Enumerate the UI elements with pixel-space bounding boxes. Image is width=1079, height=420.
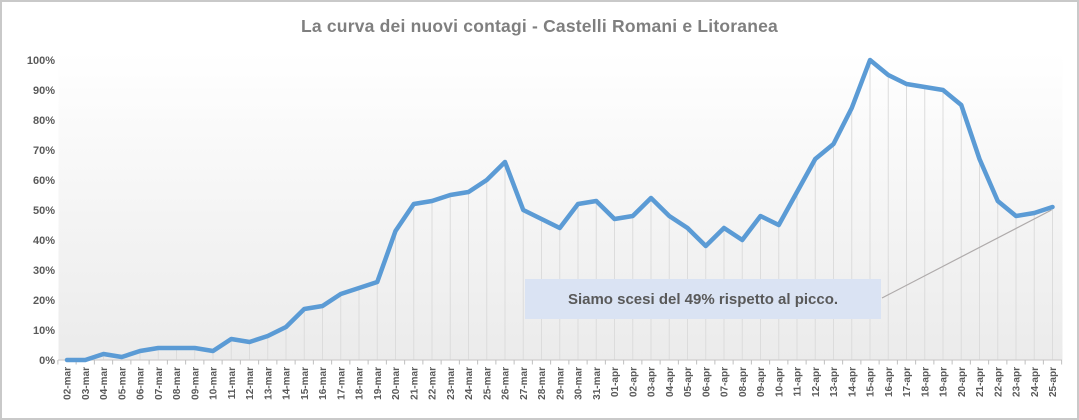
svg-text:06-apr: 06-apr (701, 367, 712, 397)
y-axis-labels: 0% 10% 20% 30% 40% 50% 60% 70% 80% 90% 100% (27, 55, 55, 367)
svg-text:23-apr: 23-apr (1012, 367, 1023, 397)
drop-lines (66, 60, 1053, 360)
svg-text:05-apr: 05-apr (683, 367, 694, 397)
svg-text:25-mar: 25-mar (482, 367, 493, 400)
svg-text:20-apr: 20-apr (957, 367, 968, 397)
svg-text:17-apr: 17-apr (902, 367, 913, 397)
data-series-line (64, 57, 1055, 363)
svg-text:03-apr: 03-apr (647, 367, 658, 397)
svg-text:11-mar: 11-mar (227, 367, 238, 399)
svg-text:23-mar: 23-mar (446, 367, 457, 400)
svg-text:07-mar: 07-mar (154, 367, 165, 400)
svg-text:18-apr: 18-apr (920, 367, 931, 397)
svg-text:26-mar: 26-mar (501, 367, 512, 400)
chart-title: La curva dei nuovi contagi - Castelli Ro… (300, 16, 778, 36)
svg-text:04-apr: 04-apr (665, 367, 676, 397)
svg-text:27-mar: 27-mar (519, 367, 530, 400)
svg-text:08-apr: 08-apr (738, 367, 749, 397)
svg-text:21-mar: 21-mar (409, 367, 420, 400)
svg-text:31-mar: 31-mar (592, 367, 603, 400)
svg-text:13-mar: 13-mar (263, 367, 274, 400)
svg-text:20-mar: 20-mar (391, 367, 402, 400)
x-axis-labels: 02-mar 03-mar 04-mar 05-mar 06-mar 07-mar 08-m… (63, 367, 1060, 400)
svg-text:10-mar: 10-mar (209, 367, 220, 400)
svg-text:19-mar: 19-mar (373, 367, 384, 400)
svg-text:10-apr: 10-apr (774, 367, 785, 397)
svg-text:30-mar: 30-mar (574, 367, 585, 400)
svg-text:22-apr: 22-apr (993, 367, 1004, 397)
svg-text:12-apr: 12-apr (811, 367, 822, 397)
x-axis (57, 359, 1063, 365)
svg-text:14-mar: 14-mar (282, 367, 293, 400)
svg-text:30%: 30% (33, 265, 55, 277)
svg-text:0%: 0% (39, 355, 55, 367)
svg-text:25-apr: 25-apr (1048, 367, 1059, 397)
svg-text:60%: 60% (33, 175, 55, 187)
svg-text:15-apr: 15-apr (866, 367, 877, 397)
svg-text:03-mar: 03-mar (81, 367, 92, 400)
svg-text:16-mar: 16-mar (318, 367, 329, 400)
svg-text:12-mar: 12-mar (245, 367, 256, 400)
svg-text:09-apr: 09-apr (756, 367, 767, 397)
svg-text:15-mar: 15-mar (300, 367, 311, 400)
svg-text:10%: 10% (33, 325, 55, 337)
svg-text:11-apr: 11-apr (793, 367, 804, 397)
svg-text:28-mar: 28-mar (537, 367, 548, 400)
svg-text:20%: 20% (33, 295, 55, 307)
svg-text:29-mar: 29-mar (555, 367, 566, 400)
svg-text:21-apr: 21-apr (975, 367, 986, 397)
svg-text:16-apr: 16-apr (884, 367, 895, 397)
svg-text:50%: 50% (33, 205, 55, 217)
svg-text:24-mar: 24-mar (464, 367, 475, 400)
svg-text:08-mar: 08-mar (172, 367, 183, 400)
svg-text:100%: 100% (27, 55, 55, 67)
svg-text:01-apr: 01-apr (610, 367, 621, 397)
svg-text:24-apr: 24-apr (1030, 367, 1041, 397)
annotation-callout: Siamo scesi del 49% rispetto al picco. (525, 279, 881, 319)
svg-text:22-mar: 22-mar (428, 367, 439, 400)
svg-text:07-apr: 07-apr (720, 367, 731, 397)
svg-text:90%: 90% (33, 85, 55, 97)
svg-text:05-mar: 05-mar (117, 367, 128, 400)
annotation-leader-line (881, 209, 1052, 299)
svg-text:80%: 80% (33, 115, 55, 127)
svg-text:40%: 40% (33, 235, 55, 247)
svg-text:17-mar: 17-mar (336, 367, 347, 400)
svg-text:02-mar: 02-mar (63, 367, 74, 400)
svg-text:04-mar: 04-mar (99, 367, 110, 400)
svg-text:06-mar: 06-mar (136, 367, 147, 400)
svg-text:70%: 70% (33, 145, 55, 157)
svg-text:18-mar: 18-mar (355, 367, 366, 400)
svg-text:14-apr: 14-apr (847, 367, 858, 397)
svg-text:19-apr: 19-apr (939, 367, 950, 397)
svg-text:09-mar: 09-mar (190, 367, 201, 400)
svg-text:13-apr: 13-apr (829, 367, 840, 397)
svg-text:02-apr: 02-apr (628, 367, 639, 397)
